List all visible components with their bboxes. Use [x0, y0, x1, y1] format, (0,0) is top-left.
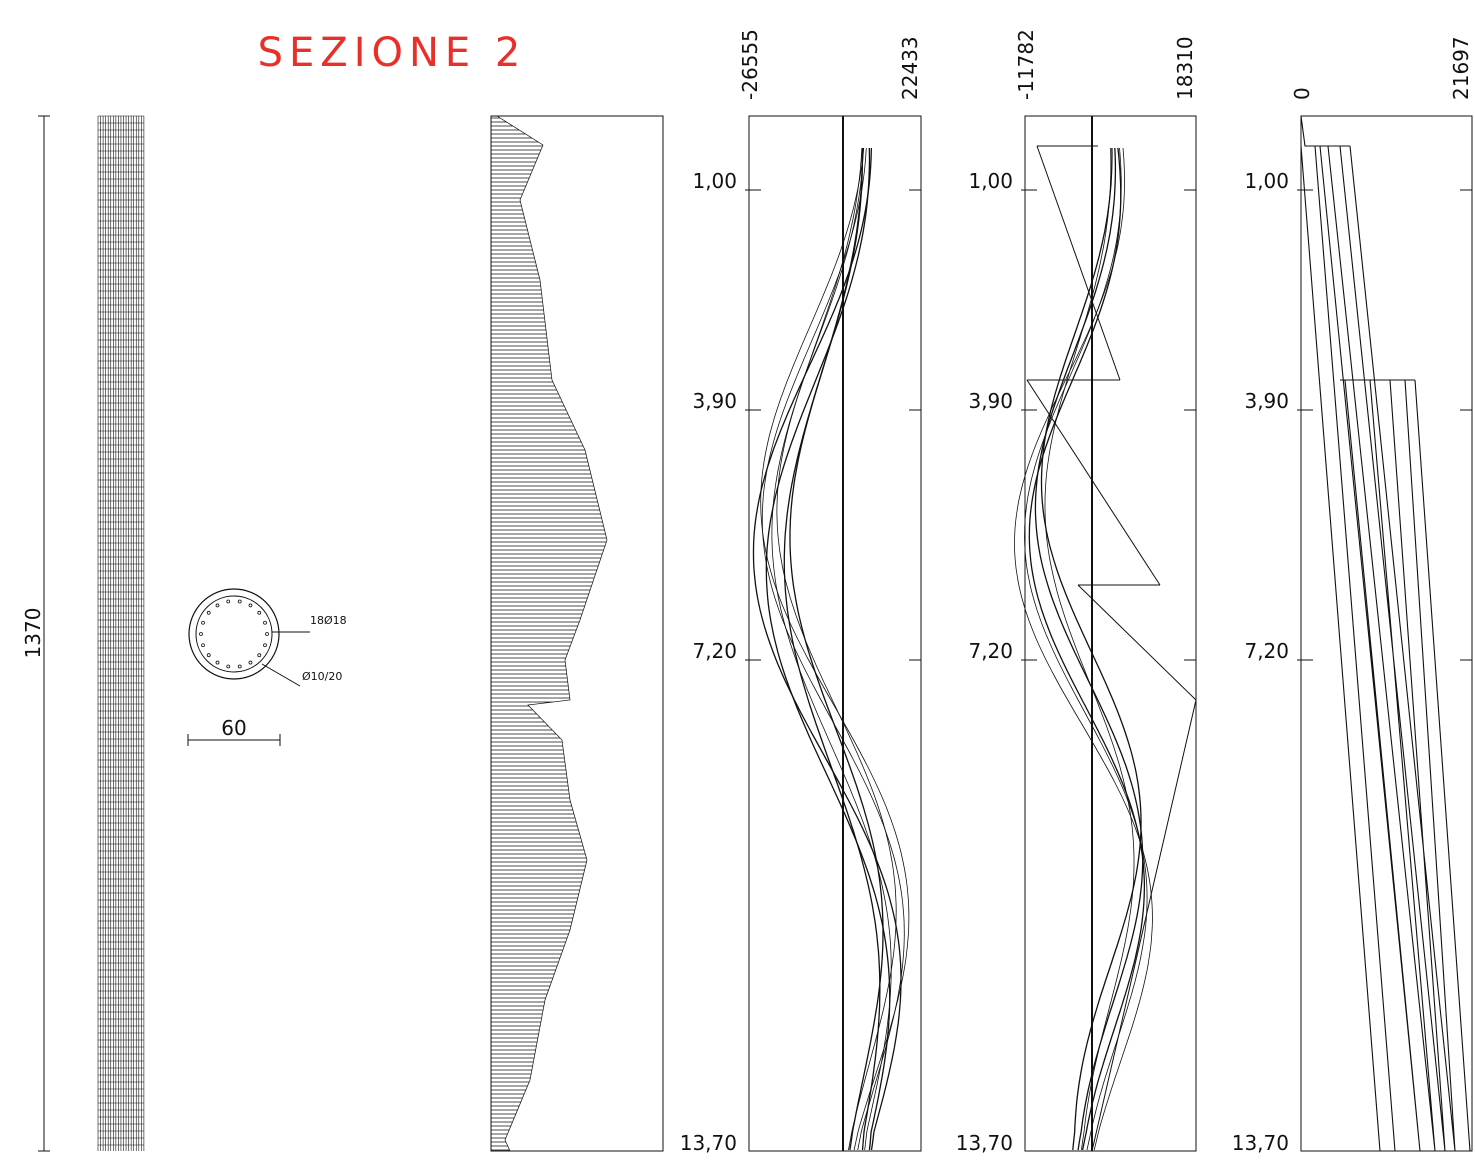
panels: -26555 22433 1,00 3,90 7,20 13,70 -11782 18310 1… [680, 29, 1473, 1155]
soil-panel [490, 115, 664, 1152]
shear-jumps [1026, 145, 1197, 1152]
hatch-lines [491, 115, 608, 1152]
depth-label: 7,20 [1244, 639, 1289, 663]
panel-frame [748, 115, 922, 1152]
depth-label: 1,00 [1244, 169, 1289, 193]
depth-label: 7,20 [968, 639, 1013, 663]
depth-label: 3,90 [968, 389, 1013, 413]
diameter-label: 60 [221, 716, 246, 740]
rebar [215, 660, 220, 665]
panel-frame [1300, 115, 1473, 1152]
depth-label: 7,20 [692, 639, 737, 663]
moment-curve [776, 147, 897, 1151]
moment-curve [761, 147, 905, 1151]
rebar [226, 599, 231, 604]
panel-min-label: -26555 [738, 29, 762, 100]
axial-lines [1300, 115, 1472, 1152]
rebar [206, 610, 211, 615]
rebar [199, 632, 203, 636]
rebar [263, 643, 267, 648]
depth-label: 13,70 [956, 1131, 1013, 1155]
rebar [248, 603, 253, 608]
depth-label: 1,00 [968, 169, 1013, 193]
rebar [265, 632, 269, 636]
depth-label: 3,90 [692, 389, 737, 413]
rebar-long-label: 18Ø18 [310, 614, 347, 627]
rebar [263, 620, 267, 625]
shear-curve [1034, 147, 1144, 1151]
panel-max-label: 18310 [1173, 36, 1197, 100]
rebar [201, 643, 205, 648]
soil-hatch [491, 115, 608, 1152]
shear-curve [1028, 147, 1146, 1151]
rebar [215, 603, 220, 608]
shear-curve [1040, 147, 1142, 1151]
rebar [257, 610, 262, 615]
pile-mesh [97, 115, 145, 1151]
rebar [248, 660, 253, 665]
moment-curve [765, 147, 891, 1151]
moment-curve [760, 147, 910, 1151]
depth-label: 3,90 [1244, 389, 1289, 413]
shear-curve [1024, 147, 1148, 1151]
rebar [257, 653, 262, 658]
moment-curve [771, 147, 892, 1151]
panel-min-label: 0 [1290, 87, 1314, 100]
panel-max-label: 22433 [898, 36, 922, 100]
panel-max-label: 21697 [1449, 36, 1473, 100]
cross-section [187, 588, 310, 746]
mesh-lines [97, 115, 145, 1151]
rebar [206, 653, 211, 658]
depth-label: 13,70 [680, 1131, 737, 1155]
title: SEZIONE 2 [258, 30, 527, 76]
panel-min-label: -11782 [1014, 29, 1038, 100]
moment-curve [783, 148, 881, 1151]
moment-curve [789, 147, 884, 1151]
rebar [226, 664, 231, 669]
rebar [237, 599, 242, 604]
shear-curve [1014, 147, 1153, 1151]
rebar [237, 664, 242, 669]
depth-label: 1,00 [692, 169, 737, 193]
rebar-stirrup-label: Ø10/20 [302, 670, 342, 683]
length-label: 1370 [21, 608, 45, 659]
shear-curve [1044, 147, 1135, 1151]
depth-label: 13,70 [1232, 1131, 1289, 1155]
moment-curve [752, 147, 902, 1151]
panel-frame [1024, 115, 1197, 1152]
rebar [201, 620, 205, 625]
